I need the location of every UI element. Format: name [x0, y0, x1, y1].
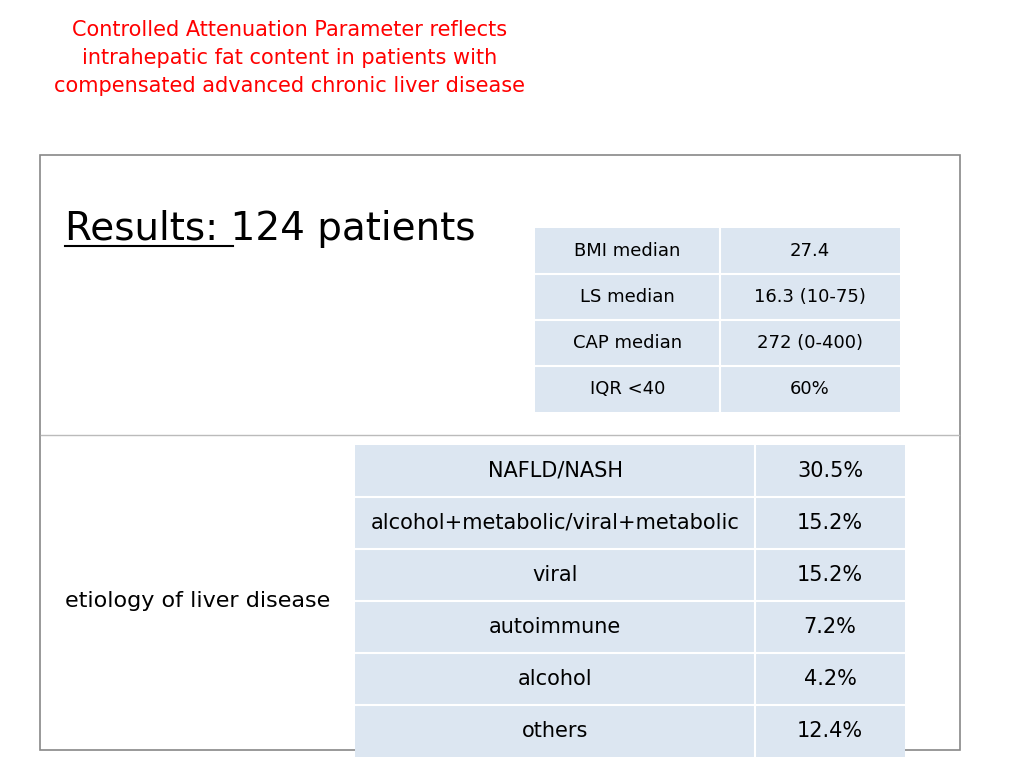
Text: 4.2%: 4.2% — [804, 669, 856, 689]
Text: viral: viral — [532, 565, 578, 585]
Text: 12.4%: 12.4% — [797, 721, 863, 741]
Text: 272 (0-400): 272 (0-400) — [757, 334, 863, 352]
Text: 60%: 60% — [791, 380, 829, 398]
Bar — [535, 366, 900, 412]
Text: IQR <40: IQR <40 — [590, 380, 666, 398]
Text: 16.3 (10-75): 16.3 (10-75) — [754, 288, 866, 306]
Text: 30.5%: 30.5% — [797, 461, 863, 481]
Text: LS median: LS median — [581, 288, 675, 306]
Bar — [355, 705, 905, 757]
Bar — [40, 155, 961, 750]
Text: alcohol: alcohol — [518, 669, 592, 689]
Text: 15.2%: 15.2% — [797, 513, 863, 533]
Text: etiology of liver disease: etiology of liver disease — [65, 591, 330, 611]
Bar — [535, 274, 900, 320]
Text: autoimmune: autoimmune — [488, 617, 622, 637]
Text: 27.4: 27.4 — [790, 242, 830, 260]
Bar — [535, 320, 900, 366]
Bar — [355, 653, 905, 705]
Bar — [355, 445, 905, 497]
Text: alcohol+metabolic/viral+metabolic: alcohol+metabolic/viral+metabolic — [371, 513, 739, 533]
Text: CAP median: CAP median — [573, 334, 682, 352]
Text: others: others — [522, 721, 588, 741]
Bar — [535, 228, 900, 274]
Text: Results: 124 patients: Results: 124 patients — [65, 210, 475, 248]
Bar — [355, 497, 905, 549]
Bar — [355, 601, 905, 653]
Text: BMI median: BMI median — [574, 242, 681, 260]
Text: 7.2%: 7.2% — [804, 617, 856, 637]
Text: Controlled Attenuation Parameter reflects
intrahepatic fat content in patients w: Controlled Attenuation Parameter reflect… — [54, 20, 525, 96]
Text: NAFLD/NASH: NAFLD/NASH — [487, 461, 623, 481]
Bar — [355, 549, 905, 601]
Text: 15.2%: 15.2% — [797, 565, 863, 585]
